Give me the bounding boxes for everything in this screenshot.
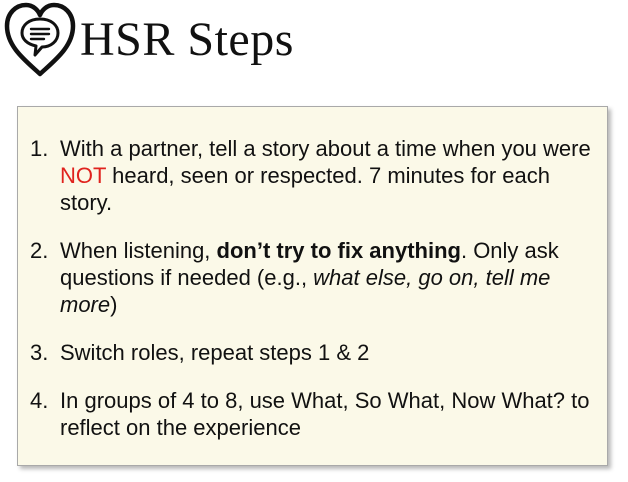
step-number: 4. <box>30 388 49 413</box>
page-title: HSR Steps <box>80 13 294 66</box>
step-bold-text: don’t try to fix anything <box>216 238 461 263</box>
step-number: 1. <box>30 136 49 161</box>
heart-speech-bubble-icon <box>4 2 76 77</box>
step-text: When listening, <box>60 238 217 263</box>
step-item-4: 4. In groups of 4 to 8, use What, So What… <box>30 387 600 441</box>
step-text: In groups of 4 to 8, use What, So What, … <box>60 388 590 440</box>
step-number: 2. <box>30 238 49 263</box>
step-item-1: 1. With a partner, tell a story about a t… <box>30 135 600 216</box>
step-item-2: 2. When listening, don’t try to fix anyth… <box>30 237 600 318</box>
step-item-3: 3. Switch roles, repeat steps 1 & 2 <box>30 339 600 366</box>
step-text: heard, seen or respected. 7 minutes for … <box>60 163 550 215</box>
step-text: . Only ask questions if needed (e.g., <box>60 238 559 290</box>
step-text: Switch roles, repeat steps 1 & 2 <box>60 340 370 365</box>
steps-list: 1. With a partner, tell a story about a t… <box>30 135 600 441</box>
step-italic-text: what else, go on, tell me more <box>60 265 551 317</box>
steps-card: 1. With a partner, tell a story about a t… <box>17 106 608 466</box>
slide-header: HSR Steps <box>0 0 628 90</box>
step-text: With a partner, tell a story about a tim… <box>60 136 591 161</box>
step-highlight: NOT <box>60 163 107 188</box>
step-text: ) <box>110 292 118 317</box>
step-number: 3. <box>30 340 49 365</box>
